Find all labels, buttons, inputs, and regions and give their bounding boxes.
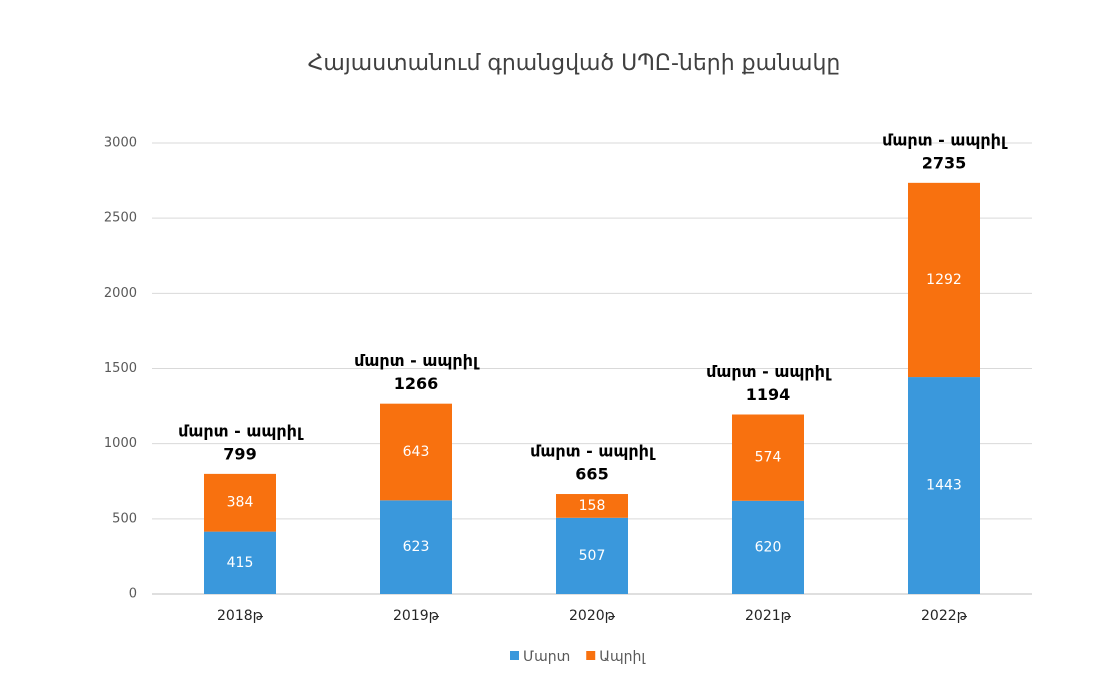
value-label: 623: [403, 539, 430, 555]
bar-segment: [732, 414, 804, 501]
x-tick-label: 2022թ: [921, 608, 968, 624]
total-label: 1266: [394, 374, 439, 393]
bar-segment: [732, 500, 804, 594]
value-label: 620: [755, 539, 782, 555]
x-tick-label: 2019թ: [393, 608, 440, 624]
total-label: 665: [575, 465, 608, 484]
y-tick-label: 3000: [104, 136, 137, 151]
total-label: 2735: [922, 153, 967, 172]
bar-segment: [556, 517, 628, 594]
bar-segment: [556, 494, 628, 518]
legend-swatch: [586, 651, 596, 660]
bar-segment: [204, 473, 276, 532]
bar-segment: [204, 531, 276, 594]
value-label: 643: [403, 444, 430, 460]
chart-title: Հայաստանում գրանցված ՍՊԸ-ների քանակը: [308, 51, 841, 76]
bar-segment: [380, 403, 452, 501]
y-tick-label: 2500: [104, 211, 137, 226]
x-tick-label: 2020թ: [569, 608, 616, 624]
bar-segment: [908, 377, 980, 594]
value-label: 1292: [926, 272, 962, 288]
value-label: 574: [755, 450, 782, 466]
bar-segment: [908, 182, 980, 378]
total-caption: մարտ - ապրիլ: [354, 351, 480, 370]
total-caption: մարտ - ապրիլ: [178, 421, 304, 440]
value-label: 507: [579, 548, 606, 564]
y-tick-label: 1500: [104, 361, 137, 376]
value-label: 158: [579, 498, 606, 514]
x-tick-label: 2018թ: [217, 608, 264, 624]
total-label: 799: [223, 444, 256, 463]
legend-swatch: [510, 651, 519, 660]
total-caption: մարտ - ապրիլ: [882, 130, 1008, 149]
bar-segment: [380, 500, 452, 594]
total-label: 1194: [746, 385, 791, 404]
total-caption: մարտ - ապրիլ: [706, 362, 832, 381]
y-tick-label: 2000: [104, 286, 137, 301]
value-label: 384: [227, 495, 254, 511]
total-caption: մարտ - ապրիլ: [530, 442, 656, 461]
y-tick-label: 1000: [104, 436, 137, 451]
legend-label: Մարտ: [523, 649, 570, 665]
value-label: 1443: [926, 478, 962, 494]
x-tick-label: 2021թ: [745, 608, 792, 624]
y-tick-label: 0: [129, 587, 137, 602]
y-tick-label: 500: [112, 511, 137, 526]
value-label: 415: [227, 555, 254, 571]
legend-label: Ապրիլ: [599, 649, 646, 665]
